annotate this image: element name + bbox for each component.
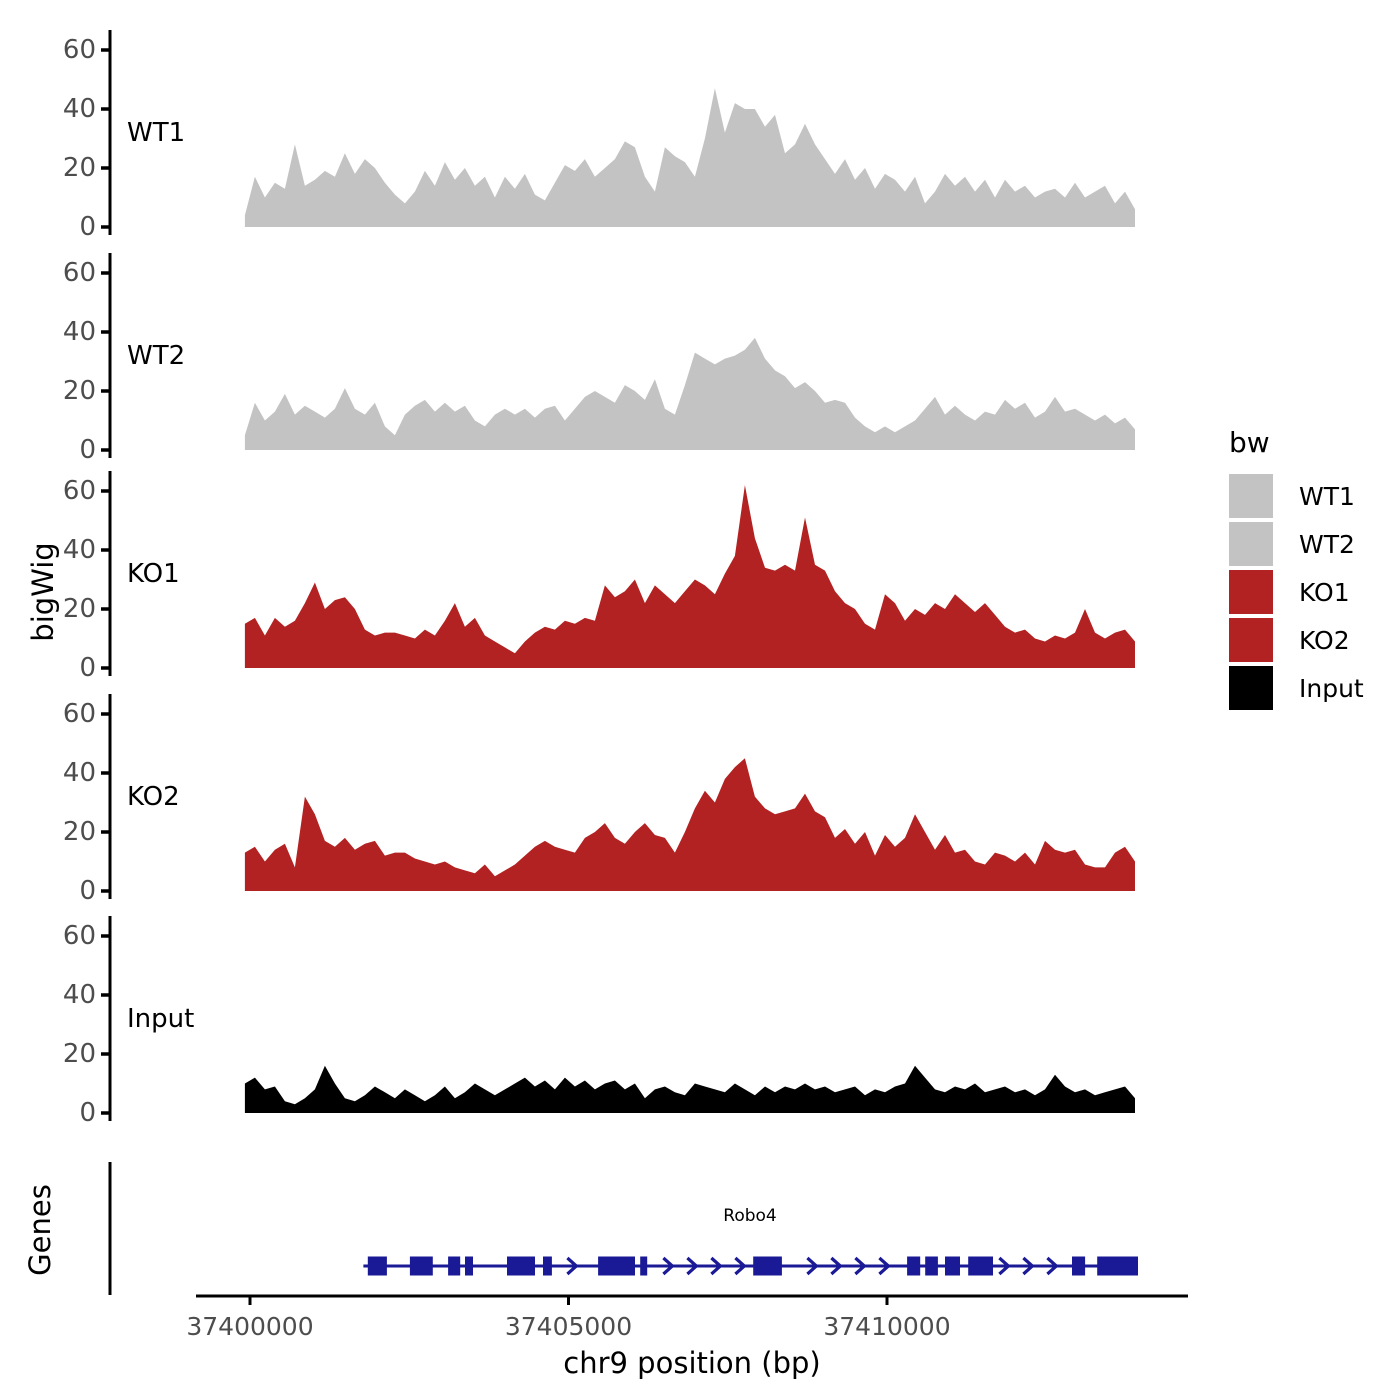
gene-exon (925, 1256, 938, 1276)
legend-title: bw (1229, 426, 1270, 459)
gene-exon (448, 1256, 461, 1276)
coverage-area-ko2 (244, 758, 1135, 891)
coverage-area-wt1 (244, 88, 1135, 227)
legend-key-swatch (1229, 474, 1273, 518)
legend-entry-input: Input (1229, 666, 1364, 710)
legend-key-swatch (1229, 666, 1273, 710)
gene-exon (907, 1256, 921, 1276)
y-tick-label: 60 (62, 258, 96, 288)
y-tick-label: 20 (62, 594, 96, 624)
gene-exon (507, 1256, 535, 1276)
y-tick-label: 20 (62, 1039, 96, 1069)
legend-entry-ko1: KO1 (1229, 570, 1364, 614)
legend-key-swatch (1229, 570, 1273, 614)
legend-key-swatch (1229, 618, 1273, 662)
track-label-wt2: WT2 (127, 341, 186, 371)
legend-entry-label: WT1 (1299, 481, 1355, 511)
genes-panel-title: Genes (23, 1184, 57, 1276)
gene-exon (409, 1256, 433, 1276)
gene-strand-arrows (566, 1256, 1059, 1276)
gene-exon (465, 1256, 473, 1276)
legend-key-swatch (1229, 522, 1273, 566)
y-tick-label: 0 (79, 1098, 96, 1128)
y-tick-label: 20 (62, 817, 96, 847)
y-tick-label: 60 (62, 699, 96, 729)
x-tick-label: 37410000 (823, 1312, 951, 1341)
legend-entry-label: Input (1299, 673, 1364, 703)
coverage-area-input (244, 1065, 1135, 1113)
legend-entry-wt2: WT2 (1229, 522, 1364, 566)
coverage-area-wt2 (244, 337, 1135, 450)
gene-exon (753, 1256, 782, 1276)
legend-entry-label: KO1 (1299, 577, 1350, 607)
gene-exon (1072, 1256, 1086, 1276)
gene-exon (367, 1256, 387, 1276)
legend: bw WT1 WT2 KO1 KO2 Input (1229, 426, 1364, 714)
track-label-ko1: KO1 (127, 559, 180, 589)
x-axis-title: chr9 position (bp) (563, 1346, 821, 1380)
gene-exon (945, 1256, 960, 1276)
y-tick-label: 60 (62, 476, 96, 506)
y-tick-label: 60 (62, 35, 96, 65)
y-tick-label: 60 (62, 921, 96, 951)
y-tick-label: 40 (62, 758, 96, 788)
gene-name-label: Robo4 (723, 1206, 777, 1226)
coverage-area-ko1 (244, 485, 1135, 668)
legend-entry-wt1: WT1 (1229, 474, 1364, 518)
y-tick-label: 0 (79, 435, 96, 465)
legend-items: WT1 WT2 KO1 KO2 Input (1229, 474, 1364, 710)
gene-exon (640, 1256, 648, 1276)
x-tick-label: 37405000 (504, 1312, 633, 1341)
legend-entry-label: KO2 (1299, 625, 1350, 655)
track-label-wt1: WT1 (127, 118, 186, 148)
gene-exon (598, 1256, 635, 1276)
legend-entry-label: WT2 (1299, 529, 1355, 559)
y-tick-label: 40 (62, 94, 96, 124)
y-tick-label: 0 (79, 653, 96, 683)
x-tick-label: 37400000 (186, 1312, 314, 1341)
y-tick-label: 0 (79, 212, 96, 242)
track-label-ko2: KO2 (127, 782, 180, 812)
y-tick-label: 40 (62, 317, 96, 347)
gene-exon (543, 1256, 552, 1276)
y-tick-label: 40 (62, 535, 96, 565)
legend-entry-ko2: KO2 (1229, 618, 1364, 662)
gene-exon (1097, 1256, 1138, 1276)
track-label-input: Input (127, 1004, 195, 1034)
y-tick-label: 0 (79, 876, 96, 906)
gene-exon (968, 1256, 993, 1276)
y-tick-label: 20 (62, 376, 96, 406)
y-tick-label: 20 (62, 153, 96, 183)
y-tick-label: 40 (62, 980, 96, 1010)
